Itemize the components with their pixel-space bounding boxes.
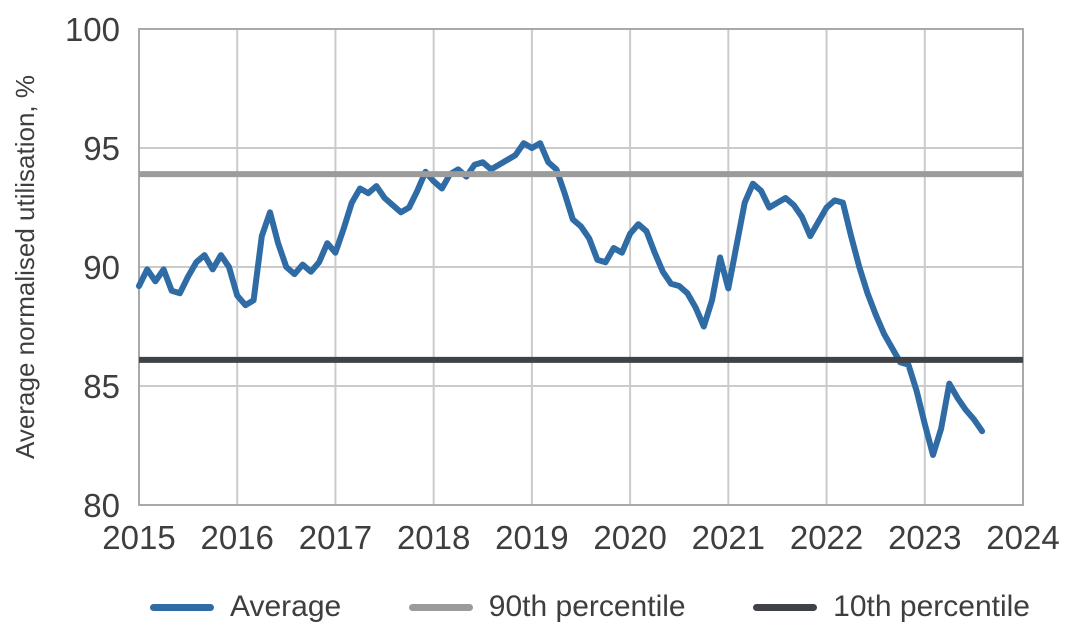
y-tick-label: 95 <box>83 130 120 167</box>
y-axis-title: Average normalised utilisation, % <box>10 75 40 459</box>
average-line <box>136 140 986 458</box>
plot-frame <box>138 28 1024 506</box>
y-tick-label: 80 <box>83 487 120 524</box>
x-tick-label: 2019 <box>495 519 568 556</box>
legend-item-average: Average <box>150 590 341 624</box>
legend-item-90th-percentile: 90th percentile <box>408 590 686 624</box>
x-tick-label: 2016 <box>201 519 274 556</box>
90th-percentile-swatch <box>408 603 473 611</box>
y-tick-label: 90 <box>83 249 120 286</box>
x-tick-label: 2022 <box>790 519 863 556</box>
legend-label-average: Average <box>230 590 342 623</box>
x-tick-label: 2017 <box>299 519 372 556</box>
x-tick-label: 2023 <box>888 519 961 556</box>
grid-layer <box>139 29 1023 505</box>
10th-percentile-swatch <box>753 603 818 611</box>
x-tick-label: 2021 <box>692 519 765 556</box>
series-layer <box>136 140 1023 458</box>
chart-legend: Average 90th percentile 10th percentile <box>150 588 1030 626</box>
legend-label-10th-percentile: 10th percentile <box>833 590 1030 623</box>
x-tick-label: 2024 <box>986 519 1059 556</box>
x-tick-label: 2015 <box>102 519 175 556</box>
average-line-swatch <box>150 603 214 611</box>
y-tick-label: 100 <box>65 11 120 48</box>
legend-label-90th-percentile: 90th percentile <box>488 590 686 623</box>
tick-layer: 80 85 90 95 100 2015 2016 2017 2018 2019 2020 2021 2… <box>65 11 1060 556</box>
x-tick-label: 2018 <box>397 519 470 556</box>
legend-item-10th-percentile: 10th percentile <box>753 590 1030 624</box>
x-tick-label: 2020 <box>593 519 666 556</box>
y-tick-label: 85 <box>83 368 120 405</box>
